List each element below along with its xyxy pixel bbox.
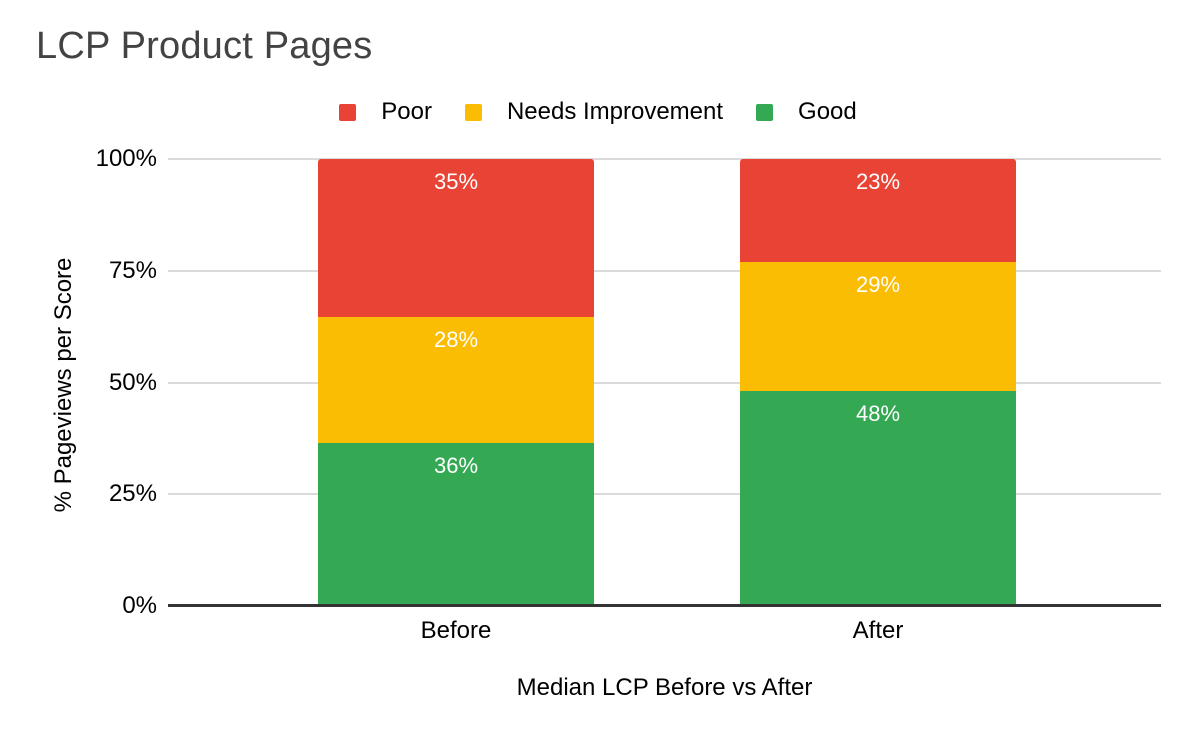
legend-item-good: Good — [756, 98, 857, 126]
bar-segment-before-poor: 35% — [318, 159, 594, 318]
data-label: 36% — [433, 453, 479, 479]
legend-label: Needs Improvement — [506, 98, 724, 125]
y-tick-label-50: 50% — [108, 368, 157, 396]
y-tick-label-25: 25% — [108, 480, 157, 508]
x-axis-title: Median LCP Before vs After — [516, 674, 813, 701]
bar-segment-after-needs-improvement: 29% — [740, 261, 1016, 392]
gridline-100 — [168, 158, 1161, 160]
x-axis-line — [168, 604, 1161, 607]
bar-segment-after-good: 48% — [740, 391, 1016, 606]
legend-item-needs-improvement: Needs Improvement — [464, 98, 724, 126]
y-tick-label-100: 100% — [95, 145, 157, 172]
y-tick-label-0: 0% — [122, 592, 157, 619]
plot-area: 35% 28% 36% 23% 29% 48% — [168, 158, 1161, 607]
bar-segment-before-good: 36% — [318, 443, 594, 606]
legend-label: Poor — [381, 98, 432, 125]
data-label: 35% — [433, 169, 479, 194]
legend-swatch-icon — [756, 103, 774, 121]
y-tick-label-75: 75% — [108, 256, 157, 284]
x-category-label-after: After — [852, 617, 904, 644]
legend-swatch-icon — [464, 103, 482, 121]
chart-legend: Poor Needs Improvement Good — [0, 98, 1196, 126]
data-label: 23% — [855, 169, 901, 194]
data-label: 28% — [433, 327, 479, 353]
data-label: 29% — [855, 271, 901, 297]
gridline-75 — [168, 269, 1161, 272]
x-category-label-before: Before — [420, 617, 492, 644]
legend-label: Good — [798, 98, 857, 125]
gridline-50 — [168, 381, 1161, 384]
stacked-bar-after: 23% 29% 48% — [740, 159, 1016, 606]
legend-swatch-icon — [339, 103, 357, 121]
stacked-bar-before: 35% 28% 36% — [318, 159, 594, 606]
chart-title: LCP Product Pages — [36, 25, 373, 67]
y-axis-title: % Pageviews per Score — [50, 257, 77, 513]
gridline-25 — [168, 493, 1161, 496]
bar-segment-after-poor: 23% — [740, 159, 1016, 262]
bar-segment-before-needs-improvement: 28% — [318, 317, 594, 444]
data-label: 48% — [855, 401, 901, 427]
legend-item-poor: Poor — [339, 98, 432, 126]
